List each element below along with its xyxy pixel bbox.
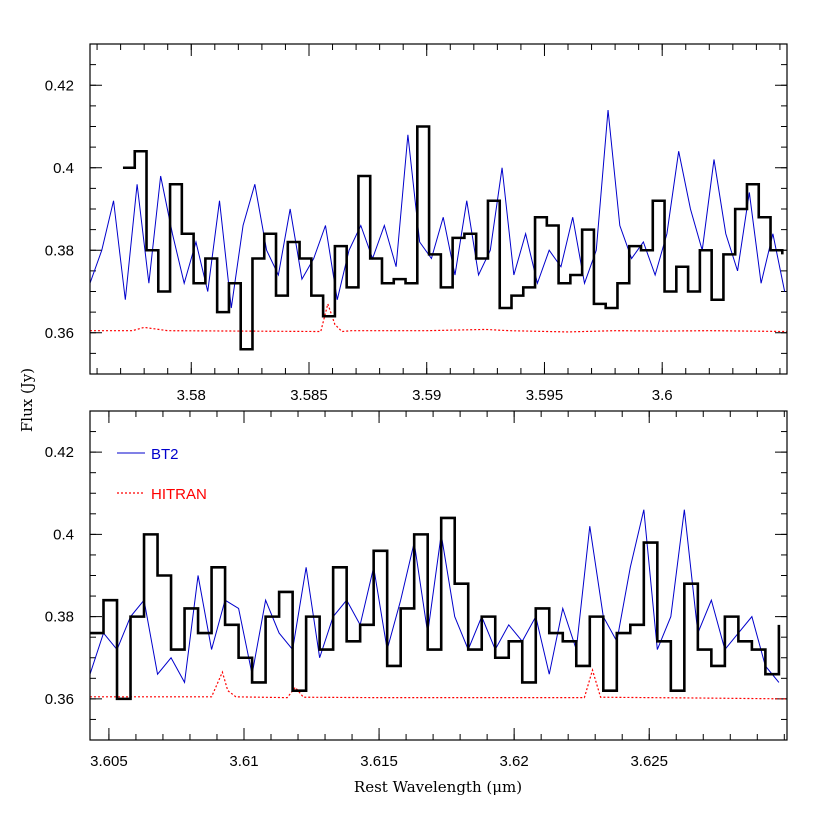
top-panel-ticks: 3.58 3.585 3.59 3.595 3.6 0.36 0.38 0.4 0.42: [45, 43, 787, 404]
top-x-tick-label: 3.585: [290, 387, 328, 404]
bottom-hitran-line: [90, 667, 787, 700]
bottom-x-tick-label: 3.605: [90, 753, 128, 770]
top-x-tick-label: 3.595: [526, 387, 564, 404]
top-y-tick-label: 0.4: [53, 160, 74, 177]
bottom-y-tick-label: 0.36: [45, 691, 74, 708]
bottom-bt2-line: [90, 509, 780, 685]
bottom-y-tick-label: 0.42: [45, 444, 74, 461]
x-axis-title: Rest Wavelength (μm): [354, 778, 522, 796]
bottom-x-tick-label: 3.61: [229, 753, 258, 770]
legend-hitran-label: HITRAN: [151, 486, 207, 503]
top-panel: 3.58 3.585 3.59 3.595 3.6 0.36 0.38 0.4 0.42: [45, 43, 788, 404]
top-hitran-line: [90, 301, 787, 333]
bottom-panel: 3.605 3.61 3.615 3.62 3.625 0.36 0.38 0.4 0.42: [45, 410, 788, 770]
top-y-tick-label: 0.38: [45, 242, 74, 259]
bottom-panel-ticks: 3.605 3.61 3.615 3.62 3.625 0.36 0.38 0.4 0.42: [45, 410, 787, 770]
legend-bt2-label: BT2: [151, 446, 179, 463]
bottom-panel-frame: [89, 410, 788, 741]
y-axis-title: Flux (Jy): [18, 368, 36, 432]
top-y-tick-label: 0.42: [45, 77, 74, 94]
bottom-y-tick-label: 0.4: [53, 526, 74, 543]
top-x-tick-label: 3.59: [412, 387, 441, 404]
top-panel-frame: [89, 43, 788, 375]
bottom-x-tick-label: 3.615: [360, 753, 398, 770]
top-observed-line: [122, 125, 784, 351]
top-y-tick-label: 0.36: [45, 325, 74, 342]
legend: BT2 HITRAN: [117, 446, 207, 503]
bottom-y-tick-label: 0.38: [45, 609, 74, 626]
bottom-x-tick-label: 3.625: [630, 753, 668, 770]
bottom-x-tick-label: 3.62: [500, 753, 529, 770]
top-x-tick-label: 3.6: [652, 387, 673, 404]
bottom-observed-line: [90, 516, 781, 701]
top-x-tick-label: 3.58: [177, 387, 206, 404]
